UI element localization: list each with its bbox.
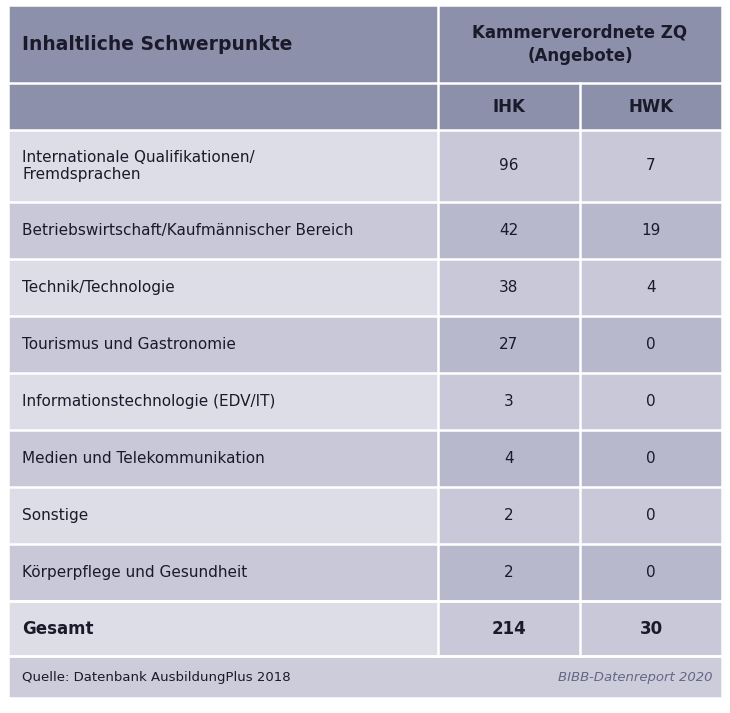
- Bar: [8, 259, 438, 316]
- Bar: [8, 373, 438, 430]
- Text: 7: 7: [646, 158, 656, 173]
- Bar: [438, 544, 580, 601]
- Text: Sonstige: Sonstige: [22, 508, 88, 523]
- Text: Medien und Telekommunikation: Medien und Telekommunikation: [22, 451, 265, 466]
- Bar: [8, 544, 438, 601]
- Bar: [580, 544, 722, 601]
- Text: Quelle: Datenbank AusbildungPlus 2018: Quelle: Datenbank AusbildungPlus 2018: [22, 670, 291, 684]
- Text: Internationale Qualifikationen/: Internationale Qualifikationen/: [22, 150, 255, 165]
- Text: 0: 0: [646, 565, 656, 580]
- Bar: [438, 5, 722, 83]
- Text: 2: 2: [504, 565, 514, 580]
- Text: BIBB-Datenreport 2020: BIBB-Datenreport 2020: [558, 670, 712, 684]
- Text: Körperpflege und Gesundheit: Körperpflege und Gesundheit: [22, 565, 247, 580]
- Text: 2: 2: [504, 508, 514, 523]
- Text: 4: 4: [504, 451, 514, 466]
- Bar: [580, 601, 722, 656]
- Bar: [438, 430, 580, 487]
- Bar: [580, 487, 722, 544]
- Text: 27: 27: [499, 337, 518, 352]
- Bar: [8, 83, 438, 130]
- Text: 214: 214: [491, 620, 526, 637]
- Text: 19: 19: [642, 223, 661, 238]
- Text: 96: 96: [499, 158, 519, 173]
- Text: 4: 4: [646, 280, 656, 295]
- Bar: [8, 601, 438, 656]
- Text: 38: 38: [499, 280, 519, 295]
- Bar: [8, 430, 438, 487]
- Bar: [438, 601, 580, 656]
- Bar: [8, 656, 722, 698]
- Bar: [580, 202, 722, 259]
- Text: Fremdsprachen: Fremdsprachen: [22, 168, 140, 183]
- Text: IHK: IHK: [493, 98, 526, 116]
- Text: Betriebswirtschaft/Kaufmännischer Bereich: Betriebswirtschaft/Kaufmännischer Bereic…: [22, 223, 353, 238]
- Text: 0: 0: [646, 394, 656, 409]
- Bar: [580, 430, 722, 487]
- Bar: [580, 259, 722, 316]
- Bar: [438, 83, 580, 130]
- Text: Technik/Technologie: Technik/Technologie: [22, 280, 174, 295]
- Bar: [8, 487, 438, 544]
- Bar: [8, 202, 438, 259]
- Text: HWK: HWK: [629, 98, 674, 116]
- Text: 0: 0: [646, 451, 656, 466]
- Bar: [438, 259, 580, 316]
- Text: 0: 0: [646, 337, 656, 352]
- Bar: [580, 130, 722, 202]
- Text: 42: 42: [499, 223, 518, 238]
- Bar: [438, 487, 580, 544]
- Text: Kammerverordnete ZQ
(Angebote): Kammerverordnete ZQ (Angebote): [472, 24, 688, 65]
- Text: Informationstechnologie (EDV/IT): Informationstechnologie (EDV/IT): [22, 394, 275, 409]
- Text: Tourismus und Gastronomie: Tourismus und Gastronomie: [22, 337, 236, 352]
- Text: 0: 0: [646, 508, 656, 523]
- Text: 30: 30: [639, 620, 663, 637]
- Bar: [8, 5, 438, 83]
- Text: Inhaltliche Schwerpunkte: Inhaltliche Schwerpunkte: [22, 34, 293, 53]
- Bar: [8, 130, 438, 202]
- Bar: [580, 83, 722, 130]
- Bar: [8, 316, 438, 373]
- Bar: [580, 373, 722, 430]
- Text: Gesamt: Gesamt: [22, 620, 93, 637]
- Bar: [438, 316, 580, 373]
- Bar: [438, 130, 580, 202]
- Bar: [438, 202, 580, 259]
- Bar: [580, 316, 722, 373]
- Bar: [438, 373, 580, 430]
- Text: 3: 3: [504, 394, 514, 409]
